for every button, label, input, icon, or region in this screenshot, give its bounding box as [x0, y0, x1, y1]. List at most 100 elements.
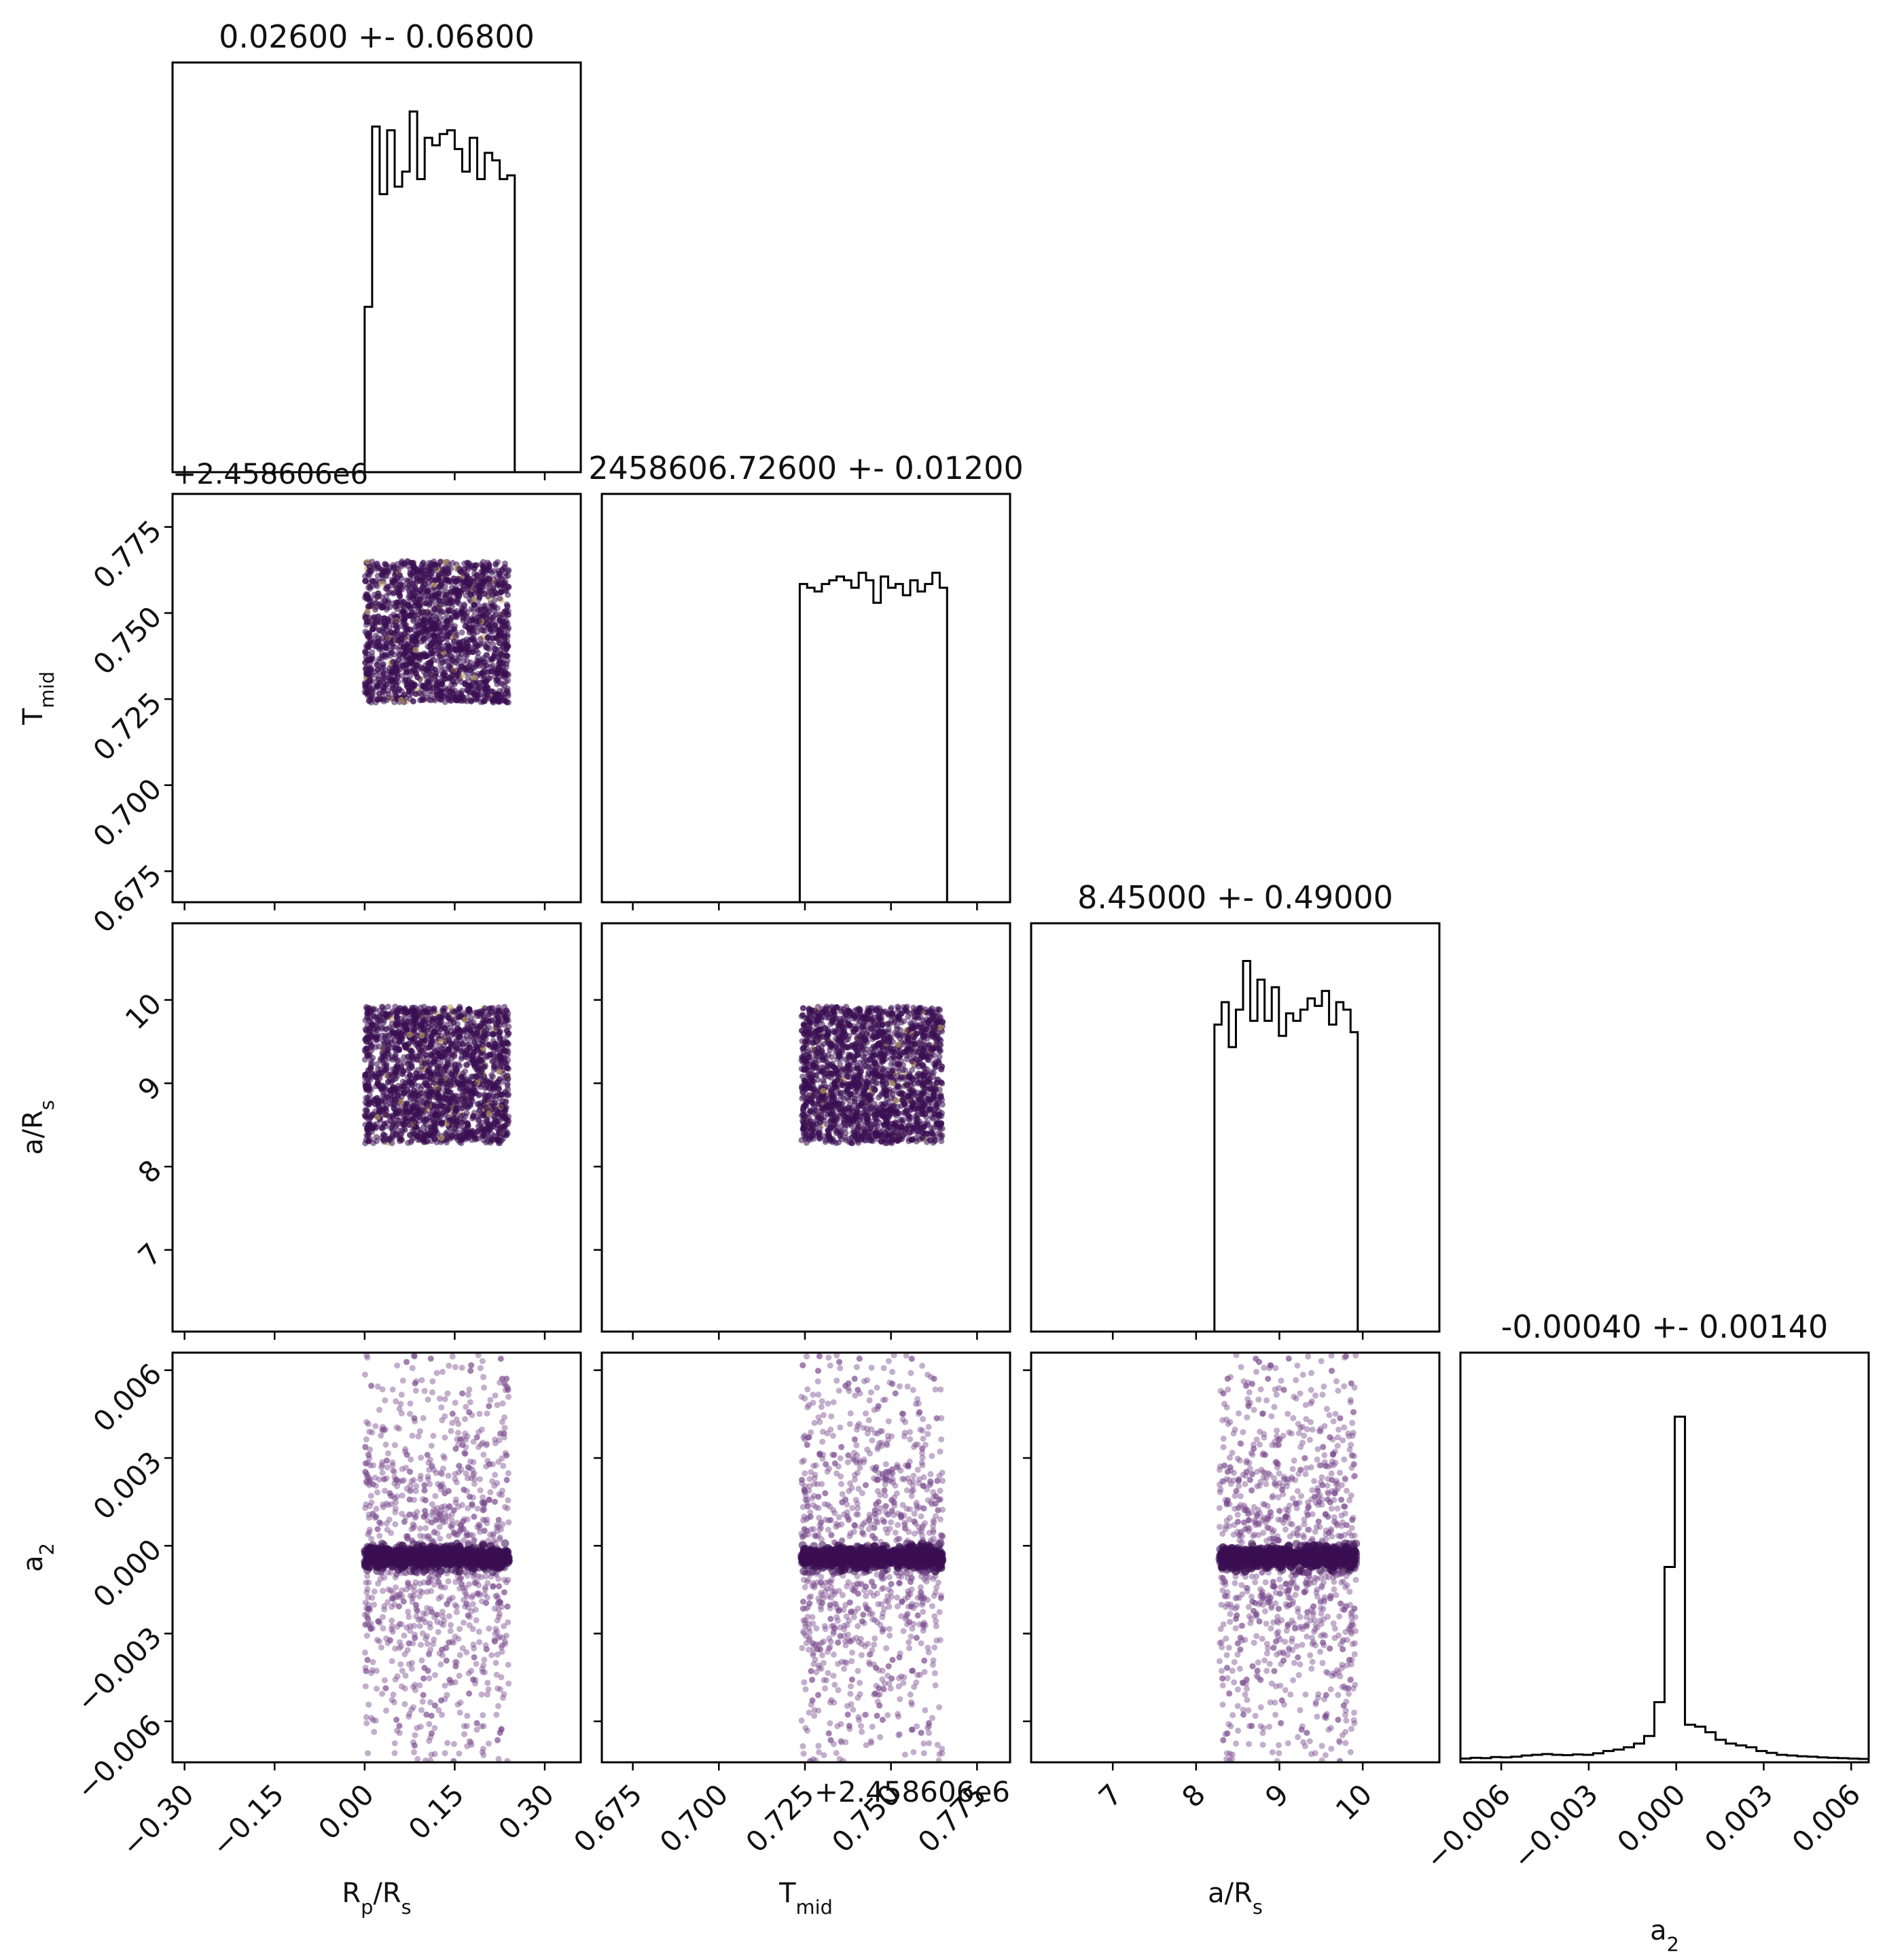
scatter-point [388, 1037, 395, 1044]
scatter-point [466, 1006, 473, 1012]
scatter-point [504, 1065, 510, 1071]
scatter-point [364, 1126, 371, 1132]
scatter-point [380, 661, 387, 667]
scatter-point [414, 1133, 420, 1139]
scatter-point [505, 568, 511, 575]
scatter-point [505, 677, 511, 684]
scatter-point [419, 584, 426, 590]
scatter-point [458, 1013, 464, 1020]
scatter-point [446, 1037, 452, 1043]
scatter-point [497, 580, 503, 586]
scatter-point [363, 1045, 370, 1052]
scatter-point [418, 621, 425, 628]
scatter-point [461, 658, 467, 664]
scatter-point [418, 1032, 425, 1039]
scatter-point [433, 691, 440, 698]
scatter-point [387, 1100, 393, 1107]
scatter-point [421, 690, 428, 696]
scatter-point [492, 622, 498, 629]
scatter-point [499, 1113, 506, 1120]
scatter-point [482, 1092, 488, 1099]
scatter-point [393, 599, 400, 606]
scatter-point [499, 567, 505, 573]
panel-frame [171, 922, 582, 1333]
scatter-point [410, 698, 416, 705]
scatter-point [423, 653, 430, 660]
scatter-point [409, 1116, 416, 1123]
scatter-point [376, 1043, 382, 1050]
scatter-point [463, 1033, 470, 1039]
scatter-point [394, 1058, 401, 1065]
scatter-point [444, 1107, 450, 1114]
scatter-point [489, 1124, 496, 1130]
scatter-point [407, 611, 413, 618]
scatter-point [466, 626, 473, 632]
scatter-point [427, 1041, 434, 1048]
scatter-point [419, 565, 426, 571]
scatter-point [505, 573, 511, 580]
scatter-point [403, 669, 410, 676]
scatter-point [420, 1073, 427, 1080]
scatter-point [401, 1116, 408, 1122]
scatter-point [452, 634, 459, 641]
scatter-point [420, 560, 427, 567]
scatter-point [460, 1041, 467, 1048]
scatter-point [416, 1113, 423, 1120]
scatter-ars-vs-rp [361, 1003, 512, 1147]
scatter-point [496, 640, 503, 647]
scatter-point [362, 650, 369, 656]
scatter-point [479, 670, 486, 677]
scatter-point [418, 1022, 425, 1029]
histogram-rp [173, 110, 581, 472]
scatter-point [470, 1113, 476, 1120]
scatter-point [435, 1065, 442, 1071]
scatter-point [416, 690, 423, 696]
scatter-point [404, 1067, 411, 1073]
scatter-point [456, 1005, 463, 1012]
scatter-point [416, 1041, 423, 1048]
scatter-point [465, 1078, 472, 1085]
scatter-point [442, 1130, 449, 1137]
scatter-point [382, 1011, 389, 1018]
scatter-point [447, 1004, 454, 1010]
scatter-point [368, 1113, 375, 1120]
scatter-point [427, 658, 434, 665]
scatter-point [415, 1083, 422, 1089]
scatter-point [497, 1091, 504, 1098]
scatter-point [469, 670, 475, 677]
scatter-point [411, 1019, 418, 1026]
scatter-point [461, 1077, 467, 1084]
scatter-point [412, 1008, 418, 1015]
scatter-point [456, 641, 463, 647]
scatter-point [480, 1012, 487, 1019]
scatter-point [459, 609, 465, 616]
scatter-point [405, 1109, 412, 1116]
panel-ars-vs-tmid [594, 922, 1011, 1340]
scatter-point [464, 559, 471, 566]
scatter-point [473, 1073, 480, 1080]
scatter-point [401, 616, 408, 622]
scatter-point [501, 1107, 508, 1114]
scatter-point [471, 596, 478, 603]
scatter-point [375, 1100, 382, 1107]
scatter-point [406, 1008, 413, 1015]
scatter-point [380, 688, 387, 695]
scatter-point [479, 571, 486, 578]
scatter-point [431, 1121, 438, 1128]
scatter-point [443, 594, 450, 601]
scatter-point [496, 626, 503, 633]
scatter-point [365, 641, 372, 648]
scatter-point [471, 601, 478, 608]
scatter-ars-vs-tmid [798, 1003, 946, 1147]
scatter-point [451, 681, 458, 688]
scatter-point [496, 1029, 503, 1036]
scatter-point [398, 1136, 404, 1143]
scatter-point [438, 696, 445, 703]
panel-frame [600, 493, 1011, 904]
scatter-point [505, 1017, 511, 1024]
scatter-point [431, 592, 438, 599]
scatter-point [401, 1126, 408, 1133]
scatter-point [486, 1111, 492, 1118]
scatter-point [427, 685, 433, 692]
scatter-point [362, 614, 369, 621]
